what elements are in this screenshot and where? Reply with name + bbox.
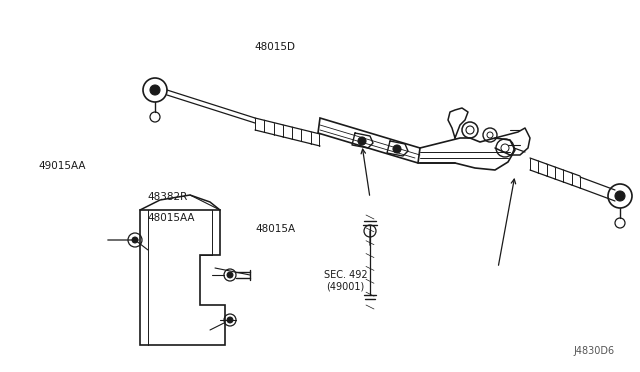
Text: J4830D6: J4830D6 — [574, 346, 615, 356]
Circle shape — [227, 272, 233, 278]
Text: SEC. 492
(49001): SEC. 492 (49001) — [324, 270, 367, 292]
Circle shape — [132, 237, 138, 243]
Text: 48382R: 48382R — [147, 192, 188, 202]
Text: 49015AA: 49015AA — [38, 161, 86, 170]
Text: 48015A: 48015A — [255, 224, 295, 234]
Circle shape — [227, 317, 233, 323]
Text: 48015D: 48015D — [255, 42, 296, 51]
Circle shape — [393, 145, 401, 153]
Text: 48015AA: 48015AA — [147, 213, 195, 222]
Circle shape — [615, 191, 625, 201]
Circle shape — [150, 85, 160, 95]
Circle shape — [358, 137, 366, 145]
